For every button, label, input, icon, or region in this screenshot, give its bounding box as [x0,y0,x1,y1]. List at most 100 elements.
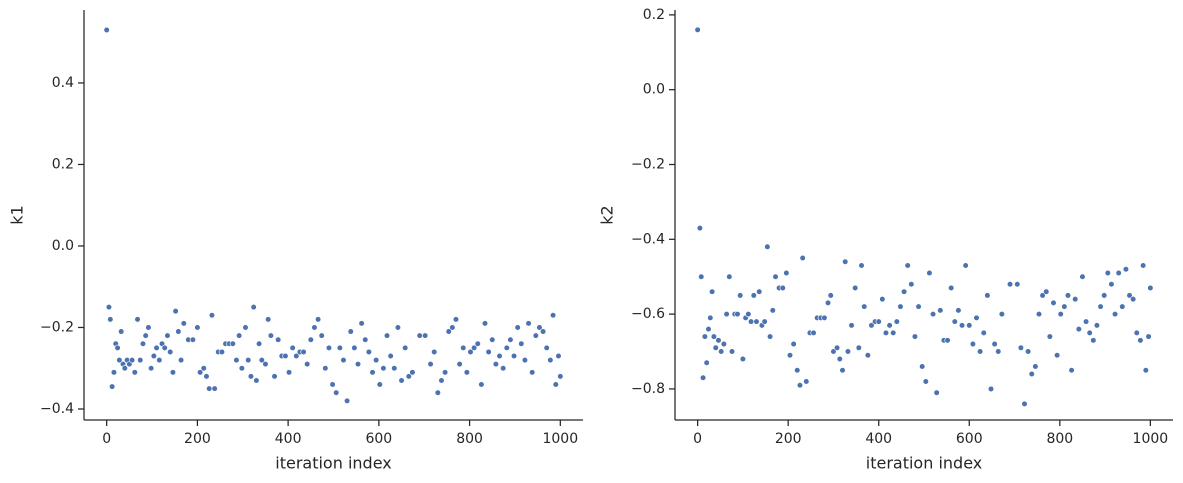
point [514,324,521,331]
point [720,340,727,348]
point [114,344,121,351]
point [710,333,718,340]
point [1075,325,1082,333]
point [134,316,141,323]
point [344,397,351,404]
point [148,365,155,372]
point [431,348,438,356]
point [955,307,962,314]
point [715,337,722,344]
point [948,284,955,292]
point [347,328,354,335]
point [764,243,771,250]
point [253,377,260,384]
point [1054,352,1061,359]
point [105,304,113,311]
x-tick-label: 0 [693,431,702,447]
point [1072,296,1079,303]
point [391,365,398,372]
point [796,382,804,389]
point [915,303,922,310]
point [984,292,991,299]
point [543,344,550,351]
point [1101,292,1108,299]
point [922,378,929,385]
point [709,288,716,295]
point [376,381,383,388]
point [322,365,329,372]
point [110,369,118,376]
point [362,336,369,343]
point [236,332,243,339]
point [131,369,138,376]
point [937,307,944,314]
point [703,359,710,366]
point [698,273,705,280]
point [441,369,449,376]
point [962,262,969,269]
point [394,324,402,331]
point [766,333,774,340]
y-tick-label: −0.4 [631,231,665,247]
point [1035,311,1043,318]
point [987,385,995,393]
point [258,356,265,364]
point [842,258,849,265]
point [1006,281,1014,288]
point [977,348,984,355]
point [518,340,525,347]
point [109,383,116,390]
point [547,356,554,364]
point [161,344,168,351]
point [772,273,779,280]
point [1093,322,1101,329]
point [844,348,852,355]
point [926,269,933,277]
point [422,332,429,339]
point [460,344,467,351]
point [980,329,987,336]
y-tick-label: 0.4 [52,75,74,91]
point [150,352,157,360]
point [409,369,416,376]
point [503,344,510,351]
point [1090,337,1097,344]
point [552,381,559,388]
point [904,262,911,269]
point [118,328,125,335]
x-tick-label: 400 [865,431,892,447]
point [282,352,289,360]
point [383,332,391,339]
point [481,320,489,327]
point [750,292,757,299]
point [908,281,915,288]
point [145,324,152,331]
point [779,284,786,292]
point [911,333,919,340]
point [507,336,514,343]
point [852,284,859,292]
point [882,329,890,336]
point [137,356,144,364]
point [728,348,736,355]
point [532,332,539,339]
point [169,369,177,376]
point [300,348,307,356]
point [966,322,973,329]
point [285,369,293,376]
point [1032,363,1039,370]
point [718,348,725,355]
point [783,269,790,277]
x-tick-label: 400 [275,431,302,447]
point [734,311,741,318]
point [1046,333,1053,340]
point [897,303,904,310]
point [445,328,452,335]
point [745,311,752,318]
point [951,318,958,325]
point [529,369,536,376]
point [329,381,336,388]
point [354,361,362,368]
point [1086,329,1093,336]
point [416,332,423,339]
